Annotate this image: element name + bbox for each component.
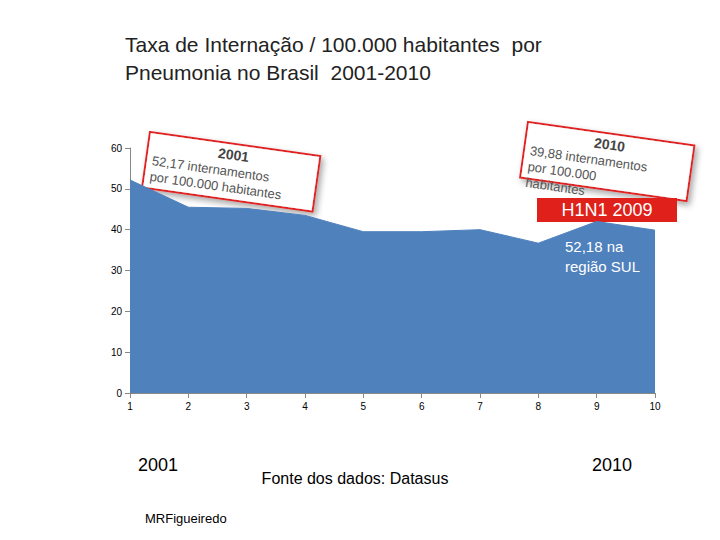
svg-text:50: 50 [111, 183, 123, 194]
svg-text:9: 9 [594, 401, 600, 412]
svg-text:2: 2 [186, 401, 192, 412]
svg-text:3: 3 [244, 401, 250, 412]
svg-text:8: 8 [536, 401, 542, 412]
svg-text:região SUL: região SUL [565, 258, 640, 275]
svg-text:7: 7 [477, 401, 483, 412]
svg-text:40: 40 [111, 224, 123, 235]
svg-text:Taxa de Internação / 100.000 h: Taxa de Internação / 100.000 habitantes … [125, 33, 548, 56]
svg-text:52,17 internamentos: 52,17 internamentos [151, 153, 274, 186]
svg-text:20: 20 [111, 306, 123, 317]
svg-text:Fonte dos dados: Datasus: Fonte dos dados: Datasus [262, 470, 449, 487]
svg-text:2010: 2010 [593, 134, 627, 155]
svg-text:por 100.000 habitantes: por 100.000 habitantes [149, 169, 283, 203]
svg-text:5: 5 [361, 401, 367, 412]
svg-text:habitantes: habitantes [524, 175, 586, 198]
svg-text:52,18 na: 52,18 na [565, 238, 628, 255]
svg-text:MRFigueiredo: MRFigueiredo [145, 511, 227, 526]
svg-text:39,88 internamentos: 39,88 internamentos [529, 143, 652, 176]
svg-text:0: 0 [116, 388, 122, 399]
svg-text:Pneumonia no Brasil 2001-2010: Pneumonia no Brasil 2001-2010 [125, 61, 431, 84]
svg-text:6: 6 [419, 401, 425, 412]
svg-text:H1N1 2009: H1N1 2009 [561, 200, 652, 220]
svg-text:10: 10 [649, 401, 661, 412]
svg-text:30: 30 [111, 265, 123, 276]
svg-text:4: 4 [302, 401, 308, 412]
svg-text:60: 60 [111, 143, 123, 154]
svg-text:2001: 2001 [217, 144, 251, 165]
svg-text:10: 10 [111, 347, 123, 358]
svg-text:1: 1 [127, 401, 133, 412]
svg-text:2001: 2001 [138, 455, 178, 475]
svg-text:2010: 2010 [592, 455, 632, 475]
svg-text:por 100.000: por 100.000 [526, 159, 601, 184]
